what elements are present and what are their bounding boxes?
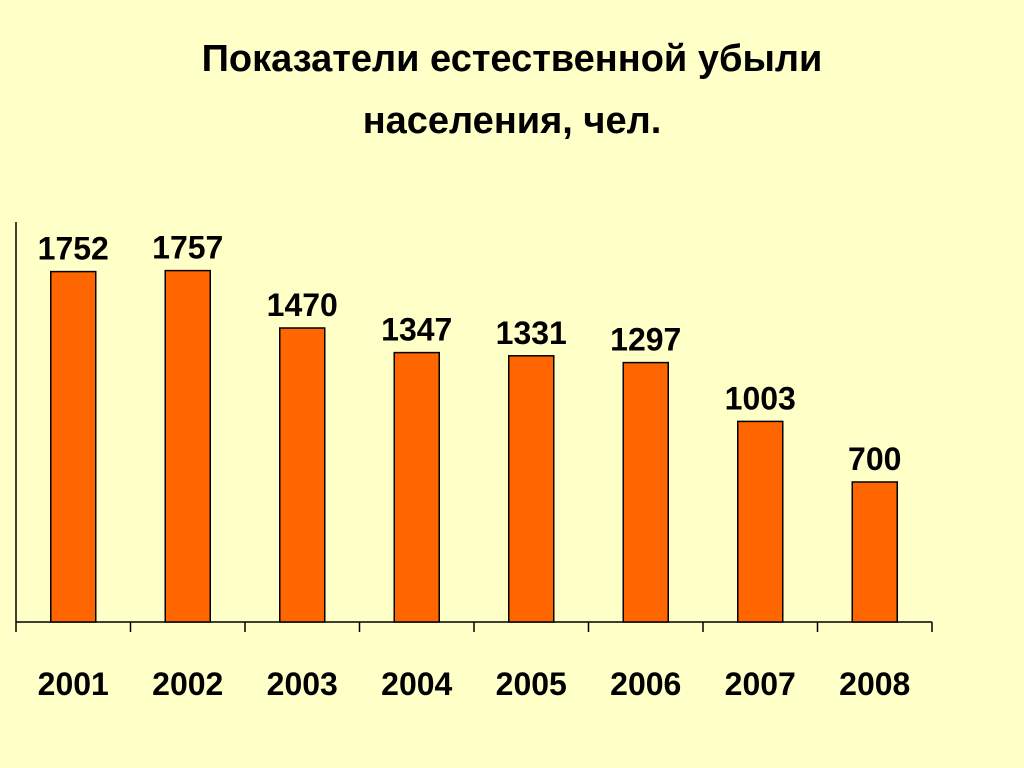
value-label-2008: 700 <box>848 441 901 477</box>
value-label-2006: 1297 <box>610 322 681 358</box>
x-axis-ticks <box>15 622 933 632</box>
bar-2001 <box>50 270 97 623</box>
value-label-2002: 1757 <box>152 230 223 266</box>
chart-title-line-2: населения, чел. <box>362 100 662 142</box>
category-label-2006: 2006 <box>610 666 681 702</box>
chart-title: Показатели естественной убыли населения,… <box>0 28 1024 152</box>
category-label-2001: 2001 <box>38 666 109 702</box>
bar-2006 <box>622 361 669 623</box>
category-label-2002: 2002 <box>152 666 223 702</box>
value-label-2005: 1331 <box>496 315 567 351</box>
category-label-2008: 2008 <box>839 666 910 702</box>
value-label-2001: 1752 <box>38 231 109 267</box>
value-label-2004: 1347 <box>381 312 452 348</box>
category-label-2007: 2007 <box>725 666 796 702</box>
bar-2005 <box>508 355 555 623</box>
bars <box>50 269 898 623</box>
value-labels: 1752 1757 1470 1347 1331 1297 1003 700 <box>38 230 902 477</box>
category-labels: 2001 2002 2003 2004 2005 2006 2007 2008 <box>38 666 911 702</box>
category-label-2003: 2003 <box>267 666 338 702</box>
bar-2008 <box>851 481 898 623</box>
bar-2002 <box>164 269 211 623</box>
bar-2007 <box>737 420 784 623</box>
chart-title-line-1: Показатели естественной убыли <box>201 38 823 80</box>
bar-2003 <box>279 327 326 623</box>
category-label-2004: 2004 <box>381 666 452 702</box>
value-label-2003: 1470 <box>267 287 338 323</box>
category-label-2005: 2005 <box>496 666 567 702</box>
value-label-2007: 1003 <box>725 380 796 416</box>
bar-2004 <box>393 351 440 623</box>
